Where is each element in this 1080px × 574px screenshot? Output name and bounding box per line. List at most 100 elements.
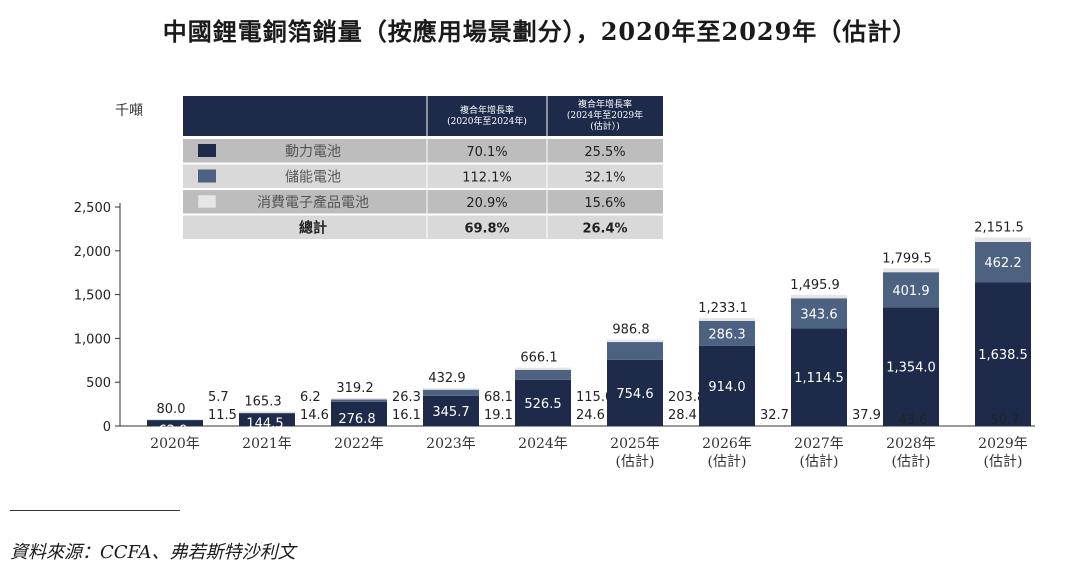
bar-power-battery: [699, 345, 755, 426]
table-header: [183, 96, 663, 136]
storage-value-label: 68.1: [484, 390, 513, 405]
bar-storage-battery: [791, 298, 847, 329]
bar-storage-battery: [239, 412, 295, 414]
power-value-label: 62.9: [159, 423, 188, 438]
cagr-header-label: 複合年增長率: [460, 104, 514, 116]
bar-consumer-battery: [515, 367, 571, 370]
power-value-label: 144.5: [246, 416, 283, 431]
total-label: 2,151.5: [974, 221, 1024, 236]
consumer-value-label: 11.5: [208, 408, 237, 423]
cagr-2024-2029-value: 15.6%: [584, 196, 625, 211]
bar-consumer-battery: [975, 237, 1031, 242]
bar-storage-battery: [975, 241, 1031, 283]
legend-swatch: [198, 144, 216, 157]
cagr-2024-2029-value: 26.4%: [582, 222, 627, 237]
y-tick-label: 1,000: [74, 332, 111, 347]
source-note: 資料來源：CCFA、弗若斯特沙利文: [10, 542, 296, 563]
consumer-value-label: 16.1: [392, 408, 421, 423]
cagr-header-label: (2020年至2024年): [447, 115, 527, 127]
consumer-value-label: 50.7: [991, 413, 1020, 428]
legend-label: 儲能電池: [285, 170, 341, 186]
power-value-label: 754.6: [616, 387, 653, 402]
bar-storage-battery: [607, 342, 663, 360]
storage-value-label: 115.0: [576, 390, 613, 405]
legend-row: [183, 190, 663, 214]
storage-value-label: 286.3: [708, 327, 745, 342]
bar-consumer-battery: [147, 418, 203, 420]
bar-storage-battery: [515, 369, 571, 380]
bar-consumer-battery: [423, 388, 479, 390]
storage-value-label: 26.3: [392, 390, 421, 405]
source-divider: [10, 510, 180, 511]
x-tick-label: (估計): [800, 454, 839, 470]
cagr-2020-2024-value: 70.1%: [466, 145, 507, 160]
power-value-label: 345.7: [432, 405, 469, 420]
total-row-label: 總計: [299, 220, 327, 237]
cagr-header-label: (2024年至2029年: [567, 109, 643, 121]
storage-value-label: 462.2: [984, 256, 1021, 271]
bar-consumer-battery: [607, 339, 663, 343]
legend-swatch: [197, 194, 217, 209]
legend-row: [183, 139, 663, 163]
power-value-label: 914.0: [708, 380, 745, 395]
x-tick-label: (估計): [892, 454, 931, 470]
power-value-label: 276.8: [338, 412, 375, 427]
cagr-2020-2024-value: 69.8%: [464, 222, 509, 237]
bar-power-battery: [883, 307, 939, 426]
total-label: 1,495.9: [790, 278, 840, 293]
x-tick-label: 2021年: [242, 436, 292, 452]
bar-power-battery: [331, 401, 387, 426]
total-label: 666.1: [520, 351, 557, 366]
bar-storage-battery: [883, 272, 939, 308]
bar-storage-battery: [331, 399, 387, 402]
bar-consumer-battery: [883, 268, 939, 273]
consumer-value-label: 14.6: [300, 408, 329, 423]
total-label: 319.2: [336, 381, 373, 396]
x-tick-label: 2024年: [518, 436, 568, 452]
bar-power-battery: [515, 379, 571, 426]
cagr-2020-2024-value: 112.1%: [462, 171, 512, 186]
total-label: 1,233.1: [698, 301, 748, 316]
consumer-value-label: 24.6: [576, 408, 605, 423]
storage-value-label: 5.7: [208, 390, 229, 405]
cagr-2024-2029-value: 32.1%: [584, 171, 625, 186]
chart-canvas: 0 500 1,000 1,500 2,000 2,500 80.0 62.9 5.7 11.5 2…: [74, 96, 1035, 470]
x-tick-label: (估計): [984, 454, 1023, 470]
cagr-2024-2029-value: 25.5%: [584, 145, 625, 160]
storage-value-label: 401.9: [892, 284, 929, 299]
bar-consumer-battery: [239, 411, 295, 413]
total-label: 165.3: [244, 395, 281, 410]
total-label: 80.0: [157, 402, 186, 417]
chart-title: 中國鋰電銅箔銷量（按應用場景劃分），2020年至2029年（估計）: [162, 17, 918, 46]
storage-value-label: 6.2: [300, 390, 321, 405]
y-tick-label: 0: [103, 420, 111, 435]
bar-power-battery: [147, 420, 203, 426]
bar-consumer-battery: [699, 317, 755, 321]
power-value-label: 1,638.5: [978, 348, 1028, 363]
total-row: [183, 215, 663, 239]
x-tick-label: 2028年: [886, 436, 936, 452]
consumer-value-label: 19.1: [484, 408, 513, 423]
power-value-label: 1,114.5: [794, 371, 844, 386]
unit-label: 千噸: [115, 103, 143, 119]
cagr-2020-2024-value: 20.9%: [466, 196, 507, 211]
x-tick-label: 2027年: [794, 436, 844, 452]
x-tick-label: 2020年: [150, 436, 200, 452]
legend-row: [183, 164, 663, 188]
bar-power-battery: [607, 359, 663, 426]
bar-consumer-battery: [331, 398, 387, 400]
x-tick-label: 2025年: [610, 436, 660, 452]
x-tick-label: 2023年: [426, 436, 476, 452]
y-tick-label: 2,000: [74, 245, 111, 260]
cagr-header-label: 複合年增長率: [578, 98, 632, 110]
y-tick-label: 500: [86, 376, 111, 391]
bar-power-battery: [423, 395, 479, 426]
cagr-header-label: (估計）): [590, 120, 620, 132]
x-tick-label: 2029年: [978, 436, 1028, 452]
consumer-value-label: 37.9: [852, 408, 881, 423]
storage-value-label: 203.8: [668, 390, 705, 405]
total-label: 432.9: [428, 371, 465, 386]
legend-label: 消費電子產品電池: [257, 194, 369, 211]
legend-label: 動力電池: [285, 144, 341, 160]
bar-storage-battery: [423, 389, 479, 396]
